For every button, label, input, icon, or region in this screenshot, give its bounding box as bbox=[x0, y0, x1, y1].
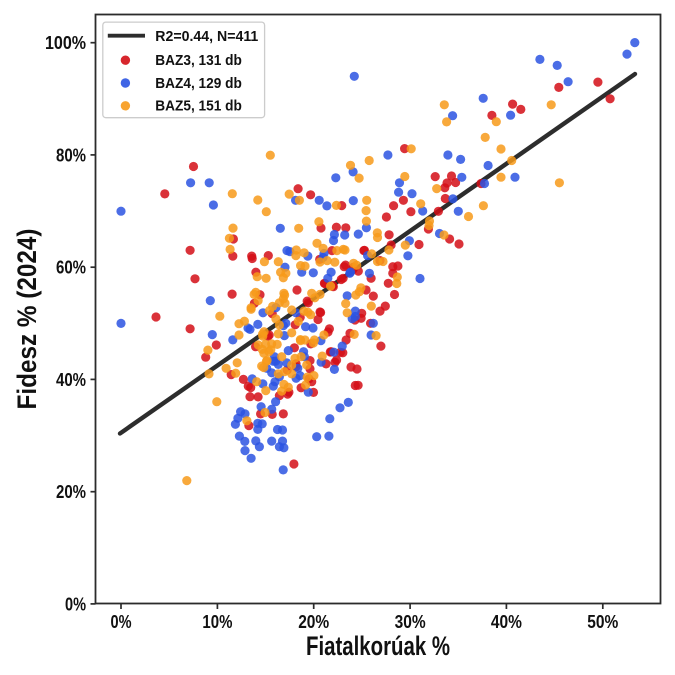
svg-text:10%: 10% bbox=[202, 611, 232, 632]
svg-text:Fiatalkorúak %: Fiatalkorúak % bbox=[306, 631, 450, 661]
svg-text:Fidesz % (2024): Fidesz % (2024) bbox=[12, 229, 42, 410]
svg-text:80%: 80% bbox=[56, 144, 86, 165]
svg-text:40%: 40% bbox=[56, 369, 86, 390]
svg-text:30%: 30% bbox=[395, 611, 426, 632]
svg-text:60%: 60% bbox=[56, 257, 86, 278]
svg-text:0%: 0% bbox=[65, 593, 86, 614]
svg-text:R2=0.44, N=411: R2=0.44, N=411 bbox=[155, 28, 258, 45]
svg-text:40%: 40% bbox=[491, 611, 522, 632]
svg-text:20%: 20% bbox=[298, 611, 329, 632]
svg-text:50%: 50% bbox=[587, 611, 618, 632]
svg-text:BAZ3, 131 db: BAZ3, 131 db bbox=[155, 52, 242, 69]
svg-text:100%: 100% bbox=[45, 32, 86, 53]
svg-text:0%: 0% bbox=[111, 611, 132, 632]
svg-text:BAZ4, 129 db: BAZ4, 129 db bbox=[155, 75, 242, 92]
svg-text:20%: 20% bbox=[56, 481, 86, 502]
svg-text:BAZ5, 151 db: BAZ5, 151 db bbox=[155, 98, 242, 115]
